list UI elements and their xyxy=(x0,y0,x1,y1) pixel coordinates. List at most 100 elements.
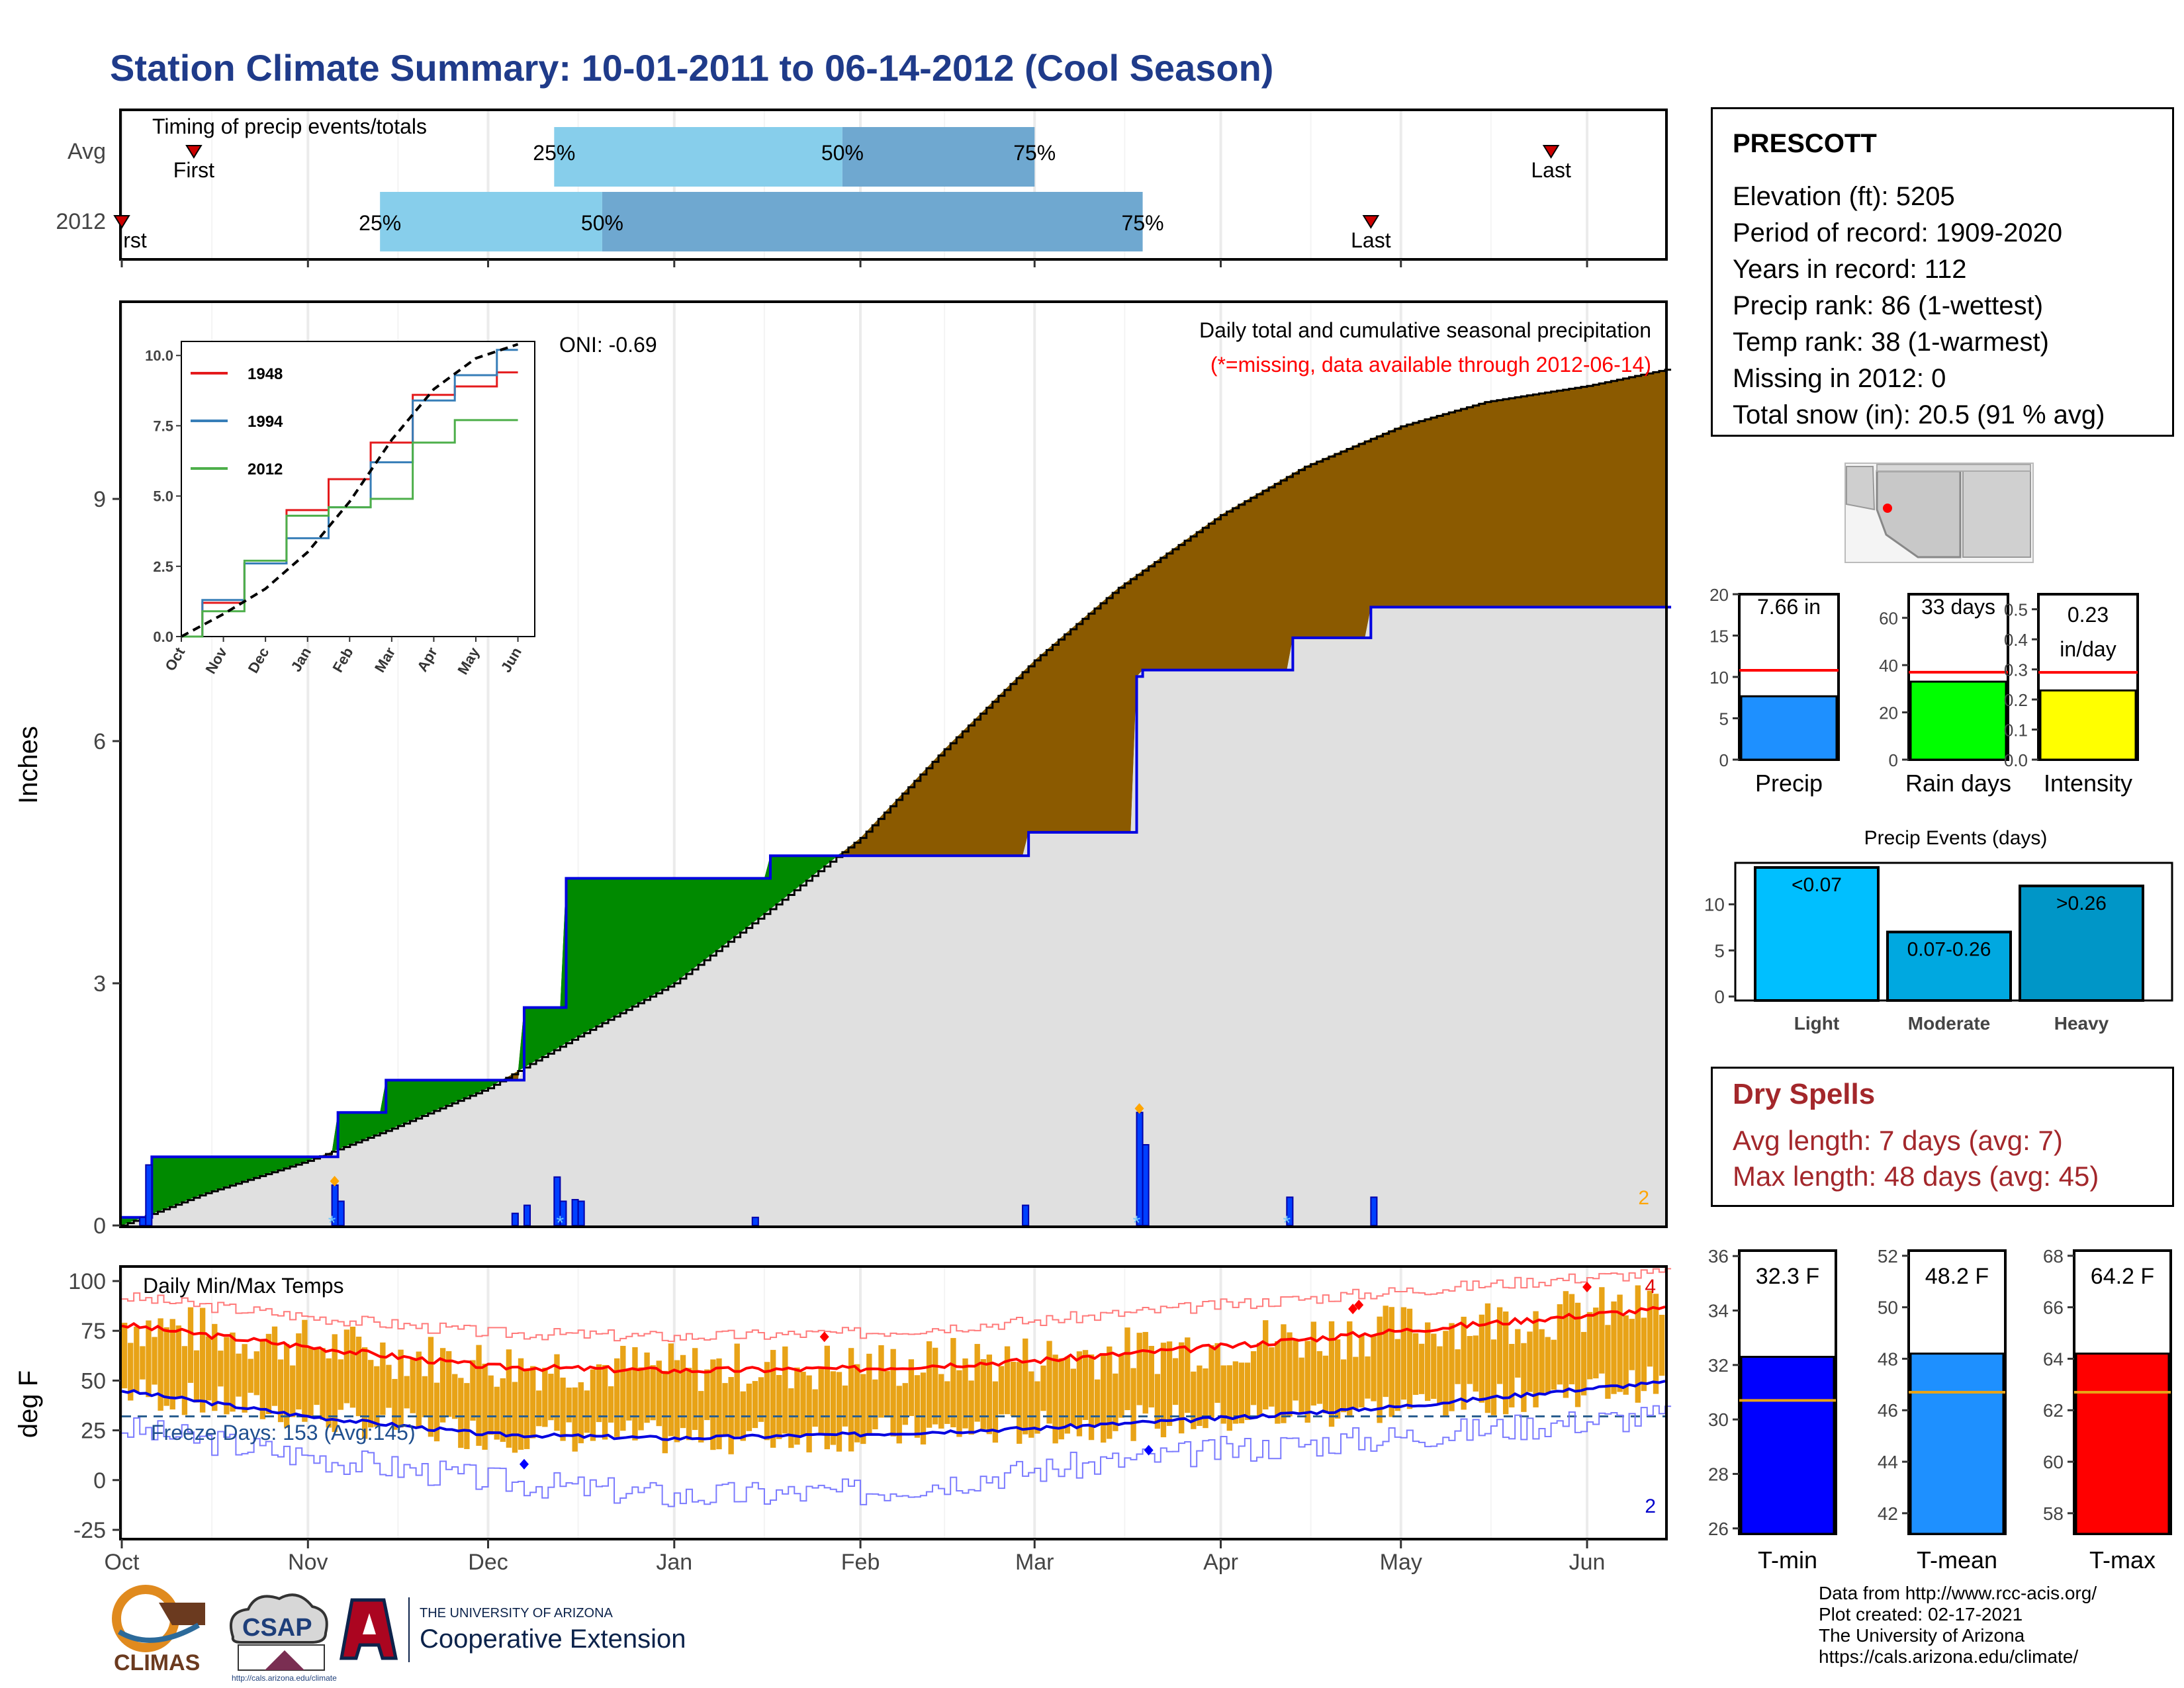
temp-daily-bar xyxy=(644,1353,650,1423)
temp-daily-bar xyxy=(523,1370,530,1449)
temp-daily-bars xyxy=(122,1285,1665,1454)
temp-daily-bar xyxy=(236,1353,242,1397)
temp-daily-bar xyxy=(1287,1332,1293,1417)
timing-marker xyxy=(1542,145,1560,159)
temp-daily-bar xyxy=(836,1372,842,1452)
temp-y-tick-label: -25 xyxy=(73,1518,106,1543)
precip-corner-count: 2 xyxy=(1638,1187,1649,1209)
temp-y-tick-label: 0 xyxy=(93,1468,106,1493)
temp-daily-bar xyxy=(1052,1355,1058,1444)
temp-daily-bar xyxy=(1185,1337,1191,1413)
precip-y-tick-label: 3 xyxy=(93,971,106,997)
temp-daily-bar xyxy=(1328,1321,1335,1427)
temp-daily-bar xyxy=(181,1346,188,1415)
temp-summary-y-label: 30 xyxy=(1708,1409,1729,1430)
temp-daily-bar xyxy=(1004,1346,1011,1415)
temp-daily-bar xyxy=(338,1359,344,1410)
daily-precip-bar xyxy=(1370,1196,1378,1227)
temp-summary-y-label: 58 xyxy=(2043,1503,2064,1524)
temp-daily-bar xyxy=(1394,1339,1401,1411)
credit-url: https://cals.arizona.edu/climate/ xyxy=(1819,1646,2079,1667)
temp-daily-bar xyxy=(992,1381,999,1443)
temp-record-marker xyxy=(1144,1444,1154,1456)
summary-bar-y-label: 0 xyxy=(1889,750,1898,770)
month-label: Dec xyxy=(468,1550,508,1575)
temp-daily-bar xyxy=(626,1369,632,1421)
temp-daily-bar xyxy=(470,1360,476,1421)
temp-daily-bar xyxy=(1244,1362,1251,1420)
daily-precip-bar xyxy=(571,1198,579,1226)
timing-pct-25: 25% xyxy=(533,141,575,165)
timing-bar-q1-y2012 xyxy=(380,192,602,251)
temp-daily-bar xyxy=(1539,1329,1545,1394)
snow-marker: * xyxy=(1133,1212,1141,1234)
temp-summary-y-label: 34 xyxy=(1708,1301,1729,1321)
temp-summary-y-label: 66 xyxy=(2043,1298,2064,1318)
temp-daily-bar xyxy=(1275,1341,1281,1424)
temp-daily-bar xyxy=(746,1384,752,1431)
month-label: Oct xyxy=(105,1550,140,1575)
temp-daily-bar xyxy=(296,1333,302,1410)
temp-daily-bar xyxy=(1611,1301,1617,1394)
temp-daily-bar xyxy=(1256,1343,1263,1416)
temp-daily-bar xyxy=(938,1374,944,1429)
temp-daily-bar xyxy=(986,1355,992,1435)
temp-summary-label: T-min xyxy=(1758,1546,1817,1574)
temp-daily-bar xyxy=(860,1374,866,1444)
climas-logo: CLIMAS xyxy=(112,1585,205,1675)
temp-daily-bar xyxy=(1563,1291,1569,1398)
temp-daily-bar xyxy=(1593,1308,1599,1379)
inset-y-label: 2.5 xyxy=(153,558,173,575)
temp-y-tick-label: 75 xyxy=(81,1319,106,1344)
temp-daily-bar xyxy=(824,1345,830,1450)
temp-summary-y-label: 52 xyxy=(1878,1246,1898,1266)
inset-x-label: Dec xyxy=(245,644,273,676)
precip-panel: * * * * Daily total and cumulative seasonal… xyxy=(14,300,1672,1239)
temp-daily-bar xyxy=(476,1345,482,1446)
temp-daily-bar xyxy=(914,1375,921,1438)
temp-daily-bar xyxy=(140,1346,146,1380)
summary-bar-y-label: 0.4 xyxy=(2004,630,2028,650)
temp-daily-bar xyxy=(128,1343,134,1401)
inset-x-label: Mar xyxy=(371,644,398,676)
summary-bar-y-label: 40 xyxy=(1879,656,1898,676)
temp-panel: Daily Min/Max Temps Freeze Days: 153 (Av… xyxy=(14,259,1672,1575)
summary-bar-y-label: 60 xyxy=(1879,609,1898,629)
summary-bar-value-unit: in/day xyxy=(2060,637,2116,661)
timing-last-label: Last xyxy=(1351,228,1391,252)
temp-daily-bar xyxy=(1473,1335,1479,1392)
station-location-marker xyxy=(1883,504,1892,513)
temp-daily-bar xyxy=(439,1348,446,1423)
temp-daily-bar xyxy=(1406,1308,1413,1409)
timing-panel: Timing of precip events/totals Avg 2012 … xyxy=(56,109,1668,261)
inset-x-label: Oct xyxy=(161,644,188,674)
temp-daily-bar xyxy=(794,1367,800,1445)
month-label: Apr xyxy=(1203,1550,1238,1575)
summary-bar-precip xyxy=(1740,695,1838,761)
temp-daily-bar xyxy=(656,1360,662,1427)
temp-daily-bar xyxy=(1179,1342,1185,1434)
temp-summary-y-label: 50 xyxy=(1878,1298,1898,1318)
temp-daily-bar xyxy=(1136,1333,1142,1405)
temp-daily-bar xyxy=(1281,1324,1287,1423)
summary-bar-y-label: 5 xyxy=(1719,709,1729,729)
temp-daily-bar xyxy=(386,1364,392,1408)
temp-daily-bar xyxy=(1431,1333,1437,1399)
credit-data-source: Data from http://www.rcc-acis.org/ xyxy=(1819,1583,2097,1603)
temp-daily-bar xyxy=(428,1337,434,1437)
month-x-axis: Oct Nov Dec Jan Feb Mar Apr May Jun xyxy=(105,259,1605,1575)
temp-daily-bar xyxy=(1629,1319,1635,1370)
temp-daily-bar xyxy=(1010,1361,1017,1417)
temp-daily-bar xyxy=(206,1336,212,1401)
inset-line-Average xyxy=(181,343,519,638)
temp-daily-bar xyxy=(1154,1374,1161,1429)
events-bar-moderate xyxy=(1886,930,2012,1002)
temp-daily-bar xyxy=(848,1348,854,1452)
inset-x-label: Feb xyxy=(329,644,356,675)
station-years: Years in record: 112 xyxy=(1733,255,1967,284)
record-high-count: 4 xyxy=(1645,1276,1656,1298)
temp-daily-bar xyxy=(1443,1331,1449,1417)
temp-summary-y-label: 48 xyxy=(1878,1349,1898,1369)
temp-daily-bar xyxy=(1148,1346,1154,1407)
daily-precip-bar xyxy=(1142,1144,1150,1226)
